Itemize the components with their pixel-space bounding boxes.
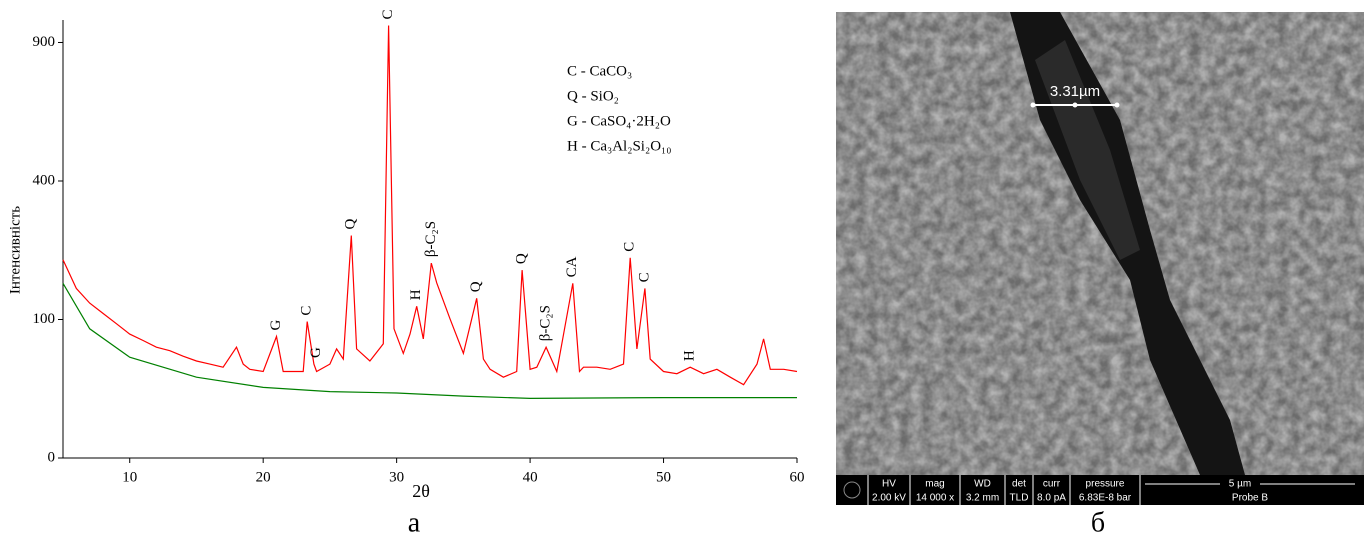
peak-label: C bbox=[636, 272, 652, 282]
info-value: TLD bbox=[1010, 493, 1029, 504]
y-tick-label: 100 bbox=[33, 311, 56, 327]
info-key: det bbox=[1012, 479, 1026, 490]
info-value: 3.2 mm bbox=[966, 493, 999, 504]
sem-texture bbox=[836, 12, 1364, 475]
legend-entry: H - Ca₃Al₂Si₂O₁₀ bbox=[567, 138, 671, 154]
scale-bg bbox=[1220, 478, 1260, 490]
x-tick-label: 50 bbox=[656, 469, 671, 485]
data-line bbox=[62, 282, 797, 400]
info-cells: HV 2.00 kV mag 14 000 x WD 3.2 mm det TLD curr 8.… bbox=[867, 475, 1132, 505]
info-key: mag bbox=[925, 479, 944, 490]
peak-label: CA bbox=[564, 256, 580, 277]
peak-label: β-C₂S bbox=[538, 305, 554, 341]
x-tick-label: 40 bbox=[523, 469, 538, 485]
peak-label: C bbox=[380, 9, 396, 19]
measure-mid bbox=[1072, 102, 1078, 108]
peak-label: H bbox=[682, 350, 698, 361]
sample-name: Probe B bbox=[1232, 493, 1268, 504]
legend-entry: C - CaCO₃ bbox=[567, 63, 632, 79]
crack-wall bbox=[1035, 40, 1140, 260]
data-line bbox=[62, 25, 798, 386]
info-value: 2.00 kV bbox=[872, 493, 906, 504]
scale-label: 5 µm bbox=[1229, 479, 1251, 490]
legend-entry: Q - SiO₂ bbox=[567, 88, 619, 104]
peak-label: C bbox=[299, 306, 315, 316]
info-key: WD bbox=[974, 479, 991, 490]
info-bar bbox=[836, 475, 1364, 505]
logo bbox=[843, 481, 861, 499]
peak-label: G bbox=[308, 347, 324, 358]
peak-label: Q bbox=[343, 219, 359, 230]
measurement: 3.31µm bbox=[1050, 83, 1100, 100]
x-tick-label: 60 bbox=[790, 469, 805, 485]
info-key: curr bbox=[1043, 479, 1061, 490]
info-value: 6.83E-8 bar bbox=[1079, 493, 1132, 504]
panel-label: а bbox=[408, 507, 421, 538]
sem-image: 3.31µm HV 2.00 kV mag 14 000 x WD 3.2 mm det TL… bbox=[836, 12, 1364, 505]
measure-end bbox=[1030, 102, 1036, 108]
peak-label: C bbox=[622, 242, 638, 252]
x-axis-label: 2θ bbox=[412, 481, 430, 501]
y-tick-label: 900 bbox=[33, 34, 56, 50]
info-key: pressure bbox=[1086, 479, 1125, 490]
y-tick-label: 400 bbox=[33, 172, 56, 188]
info-value: 8.0 pA bbox=[1037, 493, 1066, 504]
x-tick-label: 30 bbox=[389, 469, 404, 485]
peak-label: Q bbox=[468, 281, 484, 292]
y-axis-label: Інтенсивність bbox=[7, 206, 23, 294]
legend-entry: G - CaSO₄·2H₂O bbox=[567, 113, 671, 129]
peak-label: β-C₂S bbox=[423, 221, 439, 257]
measure-end bbox=[1114, 102, 1120, 108]
panel-label: б bbox=[1091, 507, 1105, 538]
peak-label: Q bbox=[514, 253, 530, 264]
peak-label: H bbox=[408, 289, 424, 300]
info-key: HV bbox=[882, 479, 896, 490]
x-tick-label: 20 bbox=[256, 469, 271, 485]
info-value: 14 000 x bbox=[916, 493, 954, 504]
y-tick-label: 0 bbox=[48, 449, 56, 465]
x-tick-label: 10 bbox=[122, 469, 137, 485]
peak-label: G bbox=[268, 319, 284, 330]
